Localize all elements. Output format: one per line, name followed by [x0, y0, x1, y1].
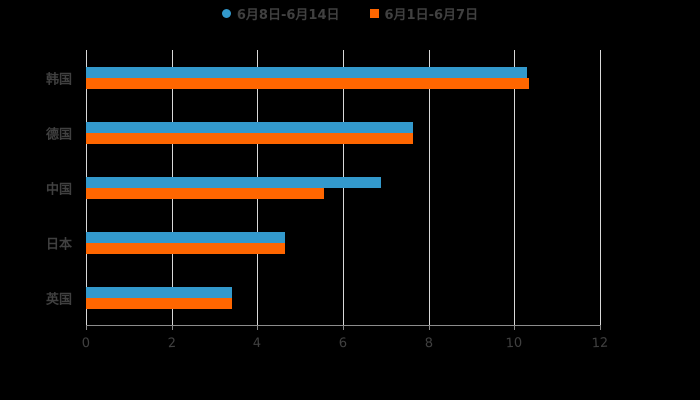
gridline — [600, 50, 601, 325]
bar-week1[interactable] — [86, 132, 414, 144]
bar-week1[interactable] — [86, 77, 530, 89]
x-tick — [86, 325, 87, 330]
y-category-label: 韩国 — [46, 72, 73, 87]
x-tick — [428, 325, 430, 330]
bar-week2[interactable] — [86, 176, 381, 188]
x-axis-line — [86, 325, 600, 326]
x-tick-label: 8 — [424, 335, 434, 352]
legend-item-week2[interactable]: 6月8日-6月14日 — [221, 4, 340, 23]
bar-week2[interactable] — [86, 286, 233, 298]
gridline — [343, 50, 344, 325]
chart-legend: 6月8日-6月14日 6月1日-6月7日 — [0, 4, 700, 23]
x-tick-label: 6 — [338, 335, 348, 352]
bar-week1[interactable] — [86, 297, 233, 309]
x-tick-label: 4 — [252, 335, 262, 352]
x-tick — [343, 325, 344, 330]
x-tick-label: 10 — [505, 335, 523, 352]
x-tick — [257, 325, 259, 330]
bar-week1[interactable] — [86, 242, 286, 254]
x-tick-label: 2 — [167, 335, 177, 352]
bar-week1[interactable] — [86, 187, 324, 199]
x-tick — [514, 325, 516, 330]
y-category-label: 英国 — [46, 292, 73, 307]
bar-week2[interactable] — [86, 121, 414, 133]
bar-week2[interactable] — [86, 231, 286, 243]
x-tick — [171, 325, 173, 330]
x-tick-label: 12 — [591, 335, 609, 352]
gridline — [428, 50, 430, 325]
legend-label: 6月1日-6月7日 — [384, 8, 479, 23]
gridline — [514, 50, 516, 325]
y-category-label: 中国 — [46, 182, 73, 197]
y-category-label: 德国 — [46, 127, 73, 142]
x-tick — [600, 325, 601, 330]
bar-week2[interactable] — [86, 66, 528, 78]
plot-area — [86, 50, 601, 330]
y-category-label: 日本 — [46, 237, 73, 252]
legend-label: 6月8日-6月14日 — [236, 8, 340, 23]
legend-square-icon — [369, 9, 379, 18]
legend-item-week1[interactable]: 6月1日-6月7日 — [369, 4, 479, 23]
x-tick-label: 0 — [81, 335, 91, 352]
legend-dot-icon — [221, 9, 231, 18]
